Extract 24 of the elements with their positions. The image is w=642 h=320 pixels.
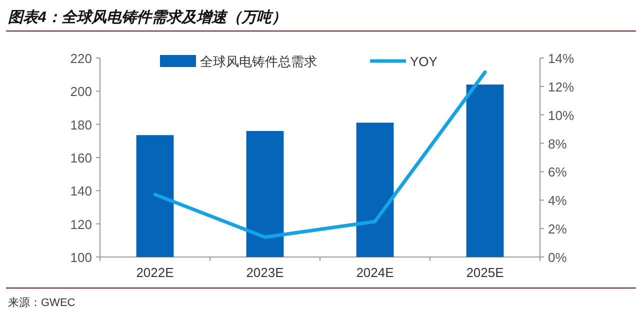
y-tick-label: 180 bbox=[70, 117, 92, 132]
y-tick-label: 160 bbox=[70, 150, 92, 166]
y2-tick-label: 2% bbox=[548, 222, 568, 237]
y-tick-label: 200 bbox=[70, 84, 92, 100]
y-tick-label: 120 bbox=[70, 216, 92, 232]
y-tick-label: 100 bbox=[70, 250, 92, 265]
y-tick-label: 140 bbox=[70, 184, 92, 199]
x-tick-label: 2022E bbox=[136, 265, 174, 280]
legend-label: 全球风电铸件总需求 bbox=[200, 54, 317, 69]
x-tick-label: 2024E bbox=[356, 265, 394, 280]
y2-tick-label: 0% bbox=[548, 250, 568, 265]
source-note: 来源：GWEC bbox=[8, 296, 76, 309]
line-series bbox=[153, 70, 487, 239]
y2-tick-label: 12% bbox=[548, 79, 574, 94]
y2-tick-label: 8% bbox=[548, 136, 568, 152]
x-tick-label: 2023E bbox=[246, 265, 284, 280]
y2-tick-label: 14% bbox=[548, 51, 574, 66]
x-tick-label: 2025E bbox=[466, 265, 504, 280]
chart-title: 图表4：全球风电铸件需求及增速（万吨） bbox=[8, 9, 286, 26]
y2-tick-label: 10% bbox=[548, 108, 574, 123]
y2-tick-label: 6% bbox=[548, 164, 568, 180]
y2-tick-label: 4% bbox=[548, 193, 568, 208]
y-tick-label: 220 bbox=[70, 51, 92, 66]
legend-label: YOY bbox=[410, 54, 438, 69]
